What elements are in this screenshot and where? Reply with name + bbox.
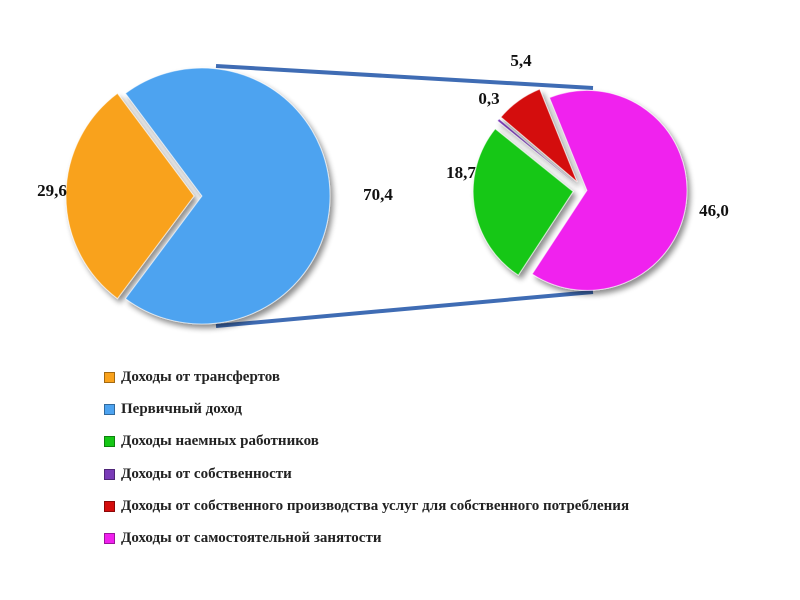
legend-label: Доходы от собственности <box>121 465 292 482</box>
main-pie <box>65 67 331 325</box>
pie-slice-wages <box>472 128 574 276</box>
legend-swatch <box>104 371 115 383</box>
legend-item-primary-income: Первичный доход <box>104 393 629 425</box>
connector-line-top <box>215 64 594 90</box>
data-label-property-income: 0,3 <box>478 89 499 108</box>
data-label-self-employment: 46,0 <box>699 201 729 220</box>
legend-swatch <box>104 436 115 448</box>
data-label-primary-income: 70,4 <box>363 185 393 204</box>
data-label-transfers: 29,6 <box>37 181 67 200</box>
connector-lines <box>215 64 594 328</box>
data-label-wages: 18,7 <box>446 163 476 182</box>
legend-label: Доходы наемных работников <box>121 433 319 450</box>
legend-swatch <box>104 500 115 512</box>
legend-item-property-income: Доходы от собственности <box>104 458 629 490</box>
pie-slice-primary-income <box>124 67 331 325</box>
legend-label: Доходы от самостоятельной занятости <box>121 530 382 547</box>
legend-swatch <box>104 533 115 545</box>
pie-slice-property-income <box>496 118 576 185</box>
legend-swatch <box>104 468 115 480</box>
legend-item-self-employment: Доходы от самостоятельной занятости <box>104 522 629 554</box>
legend: Доходы от трансфертов Первичный доход Дохо… <box>104 361 629 555</box>
pie-slice-transfers <box>65 92 195 300</box>
legend-label: Доходы от собственного производства услу… <box>121 497 630 514</box>
legend-swatch <box>104 403 115 415</box>
legend-label: Первичный доход <box>121 400 242 417</box>
value-labels: 29,6 70,4 18,7 0,3 5,4 46,0 <box>37 51 729 220</box>
pie-slice-self-employment <box>531 89 688 291</box>
connector-line-bottom <box>215 290 594 328</box>
breakdown-pie <box>472 88 688 291</box>
data-label-own-production: 5,4 <box>510 51 532 70</box>
legend-item-wages: Доходы наемных работников <box>104 426 629 458</box>
legend-item-transfers: Доходы от трансфертов <box>104 361 629 393</box>
pie-slice-own-production <box>500 88 578 183</box>
legend-item-own-production: Доходы от собственного производства услу… <box>104 490 629 522</box>
legend-label: Доходы от трансфертов <box>121 368 280 385</box>
